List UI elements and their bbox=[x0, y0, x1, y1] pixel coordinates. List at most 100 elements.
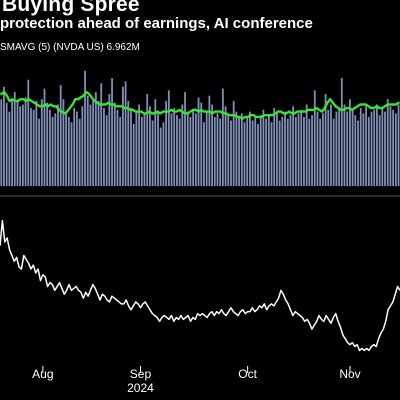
volume-bar bbox=[132, 124, 135, 186]
volume-bar bbox=[378, 115, 381, 186]
x-axis: AugSepOctNovDec2024 bbox=[32, 366, 361, 395]
price-line-series bbox=[0, 219, 400, 352]
volume-bar bbox=[16, 100, 19, 186]
volume-bar bbox=[154, 99, 157, 186]
volume-bar bbox=[262, 109, 265, 186]
volume-bar bbox=[94, 92, 97, 186]
volume-bar bbox=[281, 116, 284, 186]
volume-bar bbox=[294, 116, 297, 186]
volume-bar bbox=[59, 85, 62, 186]
volume-bar bbox=[303, 116, 305, 186]
volume-bar bbox=[108, 93, 111, 186]
volume-bar bbox=[251, 120, 254, 186]
volume-bar bbox=[392, 109, 395, 186]
volume-bar bbox=[3, 86, 5, 186]
volume-bar bbox=[278, 120, 281, 186]
volume-bar bbox=[181, 104, 184, 186]
volume-bar bbox=[124, 81, 127, 186]
volume-bar bbox=[73, 108, 76, 186]
volume-bar bbox=[254, 116, 257, 186]
volume-bar bbox=[330, 104, 332, 186]
volume-bar bbox=[184, 92, 186, 186]
volume-bar bbox=[65, 111, 68, 186]
volume-bar bbox=[230, 120, 232, 186]
volume-bar bbox=[305, 104, 308, 186]
volume-bar bbox=[78, 118, 81, 186]
volume-bar bbox=[354, 115, 357, 186]
volume-bar bbox=[100, 83, 103, 186]
volume-bar bbox=[11, 99, 13, 186]
volume-bar bbox=[394, 113, 397, 186]
volume-bar bbox=[186, 111, 189, 186]
volume-bar bbox=[221, 88, 224, 186]
volume-bar bbox=[138, 104, 140, 186]
volume-bar bbox=[130, 108, 132, 186]
volume-bar bbox=[143, 113, 146, 186]
volume-bar bbox=[81, 106, 84, 186]
volume-bar bbox=[92, 99, 95, 186]
volume-bar bbox=[273, 108, 276, 186]
volume-bar bbox=[5, 102, 8, 186]
volume-bar bbox=[365, 106, 368, 186]
chart-subtitle: protection ahead of earnings, AI confere… bbox=[0, 15, 313, 32]
volume-bar bbox=[40, 99, 43, 186]
volume-bar bbox=[51, 116, 54, 186]
volume-bar bbox=[297, 113, 300, 186]
volume-bar bbox=[319, 118, 322, 186]
volume-bar bbox=[332, 118, 335, 186]
volume-bar bbox=[8, 111, 11, 186]
volume-bar bbox=[170, 113, 173, 186]
volume-bar bbox=[313, 90, 316, 186]
volume-bar bbox=[105, 115, 108, 186]
volume-bar bbox=[276, 113, 278, 186]
volume-bar bbox=[97, 100, 100, 186]
volume-bar bbox=[32, 109, 35, 186]
x-tick-label: Nov bbox=[339, 367, 360, 381]
volume-bar bbox=[192, 109, 195, 186]
volume-bars bbox=[0, 70, 400, 186]
volume-bar bbox=[219, 118, 222, 186]
volume-bar bbox=[43, 88, 46, 186]
volume-bar bbox=[292, 106, 295, 186]
volume-bar bbox=[162, 122, 165, 186]
price-line bbox=[0, 219, 400, 352]
volume-bar bbox=[284, 111, 286, 186]
volume-bar bbox=[224, 106, 227, 186]
volume-bar bbox=[86, 95, 89, 186]
volume-bar bbox=[119, 116, 122, 186]
volume-bar bbox=[189, 116, 192, 186]
volume-bar bbox=[116, 109, 119, 186]
volume-bar bbox=[127, 100, 130, 186]
volume-bar bbox=[257, 124, 259, 186]
moving-average-series bbox=[0, 90, 400, 120]
volume-bar bbox=[111, 77, 113, 186]
volume-bar bbox=[249, 111, 251, 186]
volume-bar bbox=[386, 99, 389, 186]
volume-bar bbox=[267, 115, 270, 186]
volume-bar bbox=[316, 111, 319, 186]
volume-bar bbox=[0, 99, 3, 186]
volume-bar bbox=[157, 111, 159, 186]
volume-bar bbox=[167, 90, 170, 186]
volume-bar bbox=[289, 115, 292, 186]
volume-bar bbox=[173, 108, 176, 186]
volume-bar bbox=[203, 122, 205, 186]
volume-bar bbox=[235, 111, 238, 186]
volume-bar bbox=[265, 118, 268, 186]
volume-bar bbox=[208, 95, 211, 186]
volume-bar bbox=[381, 108, 384, 186]
volume-bar bbox=[216, 113, 219, 186]
volume-bar bbox=[211, 104, 213, 186]
volume-bar bbox=[227, 115, 230, 186]
volume-bar bbox=[197, 97, 200, 186]
volume-bar bbox=[165, 100, 168, 186]
volume-bar bbox=[397, 104, 400, 186]
volume-bar bbox=[384, 111, 386, 186]
volume-bar bbox=[159, 127, 162, 186]
volume-bar bbox=[21, 104, 24, 186]
volume-bar bbox=[308, 118, 311, 186]
volume-bar bbox=[140, 116, 143, 186]
volume-bar bbox=[357, 120, 359, 186]
volume-bar bbox=[324, 93, 327, 186]
